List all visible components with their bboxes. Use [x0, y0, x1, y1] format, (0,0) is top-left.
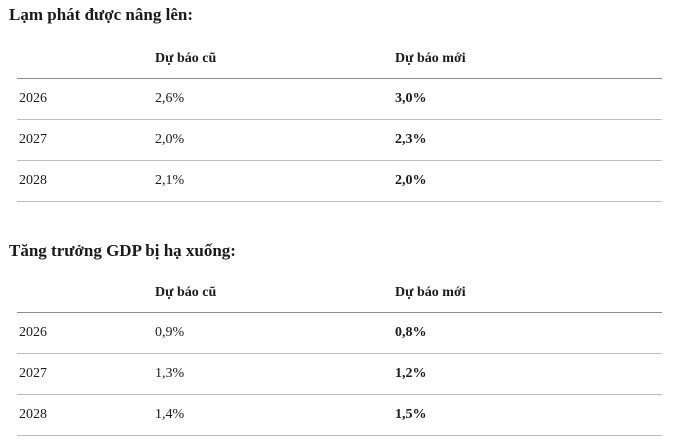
inflation-title: Lạm phát được nâng lên: [9, 5, 193, 24]
new-forecast-cell: 1,5% [395, 407, 427, 422]
table-header-row: Dự báo cũ Dự báo mới [17, 274, 662, 313]
table-row: 2026 0,9% 0,8% [17, 313, 662, 354]
header-new-forecast: Dự báo mới [395, 285, 466, 300]
table-row: 2027 2,0% 2,3% [17, 120, 662, 161]
new-forecast-cell: 3,0% [395, 91, 427, 106]
table-row: 2028 2,1% 2,0% [17, 161, 662, 202]
old-forecast-cell: 0,9% [155, 325, 185, 340]
old-forecast-cell: 2,6% [155, 91, 185, 106]
new-forecast-cell: 1,2% [395, 366, 427, 381]
year-cell: 2027 [19, 132, 47, 147]
old-forecast-cell: 2,0% [155, 132, 185, 147]
new-forecast-cell: 0,8% [395, 325, 427, 340]
old-forecast-cell: 1,3% [155, 366, 185, 381]
header-new-forecast: Dự báo mới [395, 51, 466, 66]
table-row: 2028 1,4% 1,5% [17, 395, 662, 436]
table-header-row: Dự báo cũ Dự báo mới [17, 40, 662, 79]
new-forecast-cell: 2,0% [395, 173, 427, 188]
old-forecast-cell: 1,4% [155, 407, 185, 422]
year-cell: 2028 [19, 173, 47, 188]
year-cell: 2026 [19, 325, 47, 340]
year-cell: 2027 [19, 366, 47, 381]
header-old-forecast: Dự báo cũ [155, 285, 217, 300]
gdp-title: Tăng trưởng GDP bị hạ xuống: [9, 241, 236, 260]
inflation-table: Dự báo cũ Dự báo mới 2026 2,6% 3,0% 2027… [17, 40, 662, 202]
old-forecast-cell: 2,1% [155, 173, 185, 188]
table-row: 2026 2,6% 3,0% [17, 79, 662, 120]
table-row: 2027 1,3% 1,2% [17, 354, 662, 395]
year-cell: 2026 [19, 91, 47, 106]
year-cell: 2028 [19, 407, 47, 422]
gdp-table: Dự báo cũ Dự báo mới 2026 0,9% 0,8% 2027… [17, 274, 662, 436]
new-forecast-cell: 2,3% [395, 132, 427, 147]
header-old-forecast: Dự báo cũ [155, 51, 217, 66]
